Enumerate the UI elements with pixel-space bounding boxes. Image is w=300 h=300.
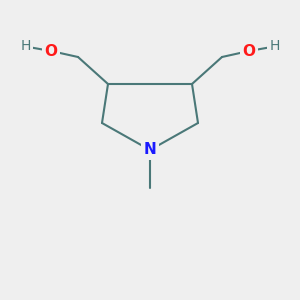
- Text: O: O: [242, 44, 256, 59]
- Text: N: N: [144, 142, 156, 158]
- Text: O: O: [44, 44, 58, 59]
- Text: H: H: [269, 40, 280, 53]
- Text: H: H: [20, 40, 31, 53]
